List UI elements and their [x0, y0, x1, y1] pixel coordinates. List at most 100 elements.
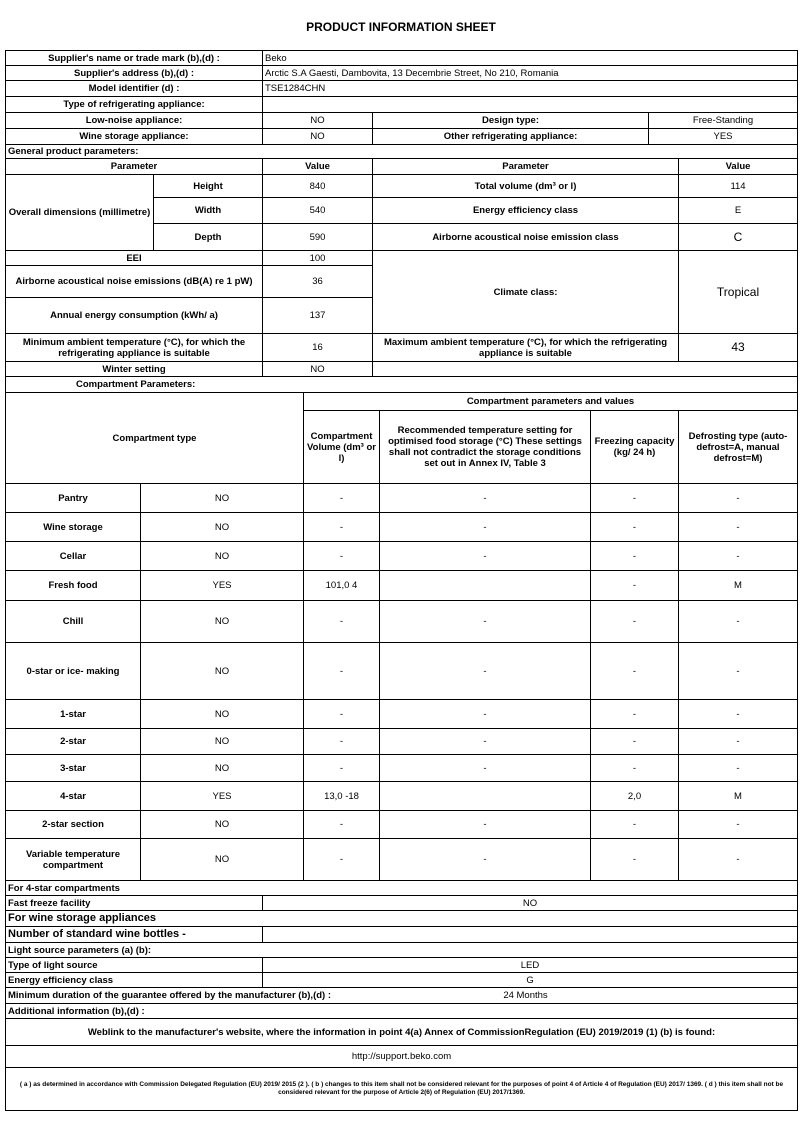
volume-header: Compartment Volume (dm³ or l)	[303, 410, 380, 484]
compartment-volume: -	[303, 754, 380, 782]
compartment-temperature: -	[379, 810, 591, 839]
light-class-value: G	[261, 972, 799, 988]
compartment-defrost-type: -	[678, 483, 798, 513]
compartment-freezing-capacity: -	[590, 728, 679, 755]
compartment-row: Fresh food YES 101,0 4 -M	[5, 570, 798, 601]
noise-class-value: C	[678, 223, 799, 251]
compartment-present: NO	[140, 838, 304, 881]
compartment-present: YES	[140, 570, 304, 601]
annual-energy-label: Annual energy consumption (kWh/ a)	[4, 297, 264, 334]
supplier-name-label: Supplier's name or trade mark (b),(d) :	[5, 50, 263, 66]
compartment-temperature: -	[379, 699, 591, 729]
compartment-defrost-type: -	[678, 642, 798, 700]
noise-emissions-value: 36	[262, 265, 374, 298]
compartment-present: YES	[140, 781, 304, 811]
max-ambient-label: Maximum ambient temperature (°C), for wh…	[372, 333, 680, 362]
low-noise-value: NO	[262, 112, 373, 129]
freezing-capacity-header: Freezing capacity (kg/ 24 h)	[590, 410, 679, 484]
supplier-name: Beko	[261, 50, 799, 66]
compartment-name: 1-star	[5, 699, 141, 729]
model-identifier: TSE1284CHN	[261, 80, 799, 97]
appliance-type-label: Type of refrigerating appliance:	[5, 96, 263, 113]
compartment-present: NO	[140, 541, 304, 571]
supplier-address-label: Supplier's address (b),(d) :	[5, 65, 263, 81]
compartment-defrost-type: M	[678, 570, 798, 601]
compartment-temperature: -	[379, 600, 591, 643]
compartment-volume: -	[303, 642, 380, 700]
value-header-right: Value	[678, 158, 799, 175]
compartment-freezing-capacity: -	[590, 512, 679, 542]
compartment-name: 4-star	[5, 781, 141, 811]
supplier-table: Supplier's name or trade mark (b),(d) :B…	[4, 50, 799, 159]
compartment-row: 2-star NO - - - -	[5, 728, 798, 755]
height-label: Height	[152, 174, 264, 198]
compartment-defrost-type: -	[678, 754, 798, 782]
temperature-header: Recommended temperature setting for opti…	[379, 410, 591, 484]
compartment-freezing-capacity: -	[590, 541, 679, 571]
min-ambient-label: Minimum ambient temperature (°C), for wh…	[4, 333, 264, 362]
compartment-freezing-capacity: -	[590, 754, 679, 782]
compartment-name: Wine storage	[5, 512, 141, 542]
defrosting-type-header: Defrosting type (auto-defrost=A, manual …	[678, 410, 798, 484]
light-type-label: Type of light source	[5, 957, 263, 973]
compartment-row: Cellar NO - - - -	[5, 541, 798, 571]
compartment-freezing-capacity: -	[590, 642, 679, 700]
compartment-volume: 13,0 -18	[303, 781, 380, 811]
energy-class-value: E	[678, 197, 799, 224]
weblink[interactable]: http://support.beko.com	[4, 1045, 799, 1068]
compartment-freezing-capacity: -	[590, 810, 679, 839]
bottles-label: Number of standard wine bottles -	[5, 926, 263, 943]
other-parameters-table: For 4-star compartments Fast freeze faci…	[4, 880, 799, 1111]
compartment-defrost-type: -	[678, 699, 798, 729]
compartment-name: 3-star	[5, 754, 141, 782]
compartment-present: NO	[140, 728, 304, 755]
compartment-present: NO	[140, 512, 304, 542]
parameter-header-right: Parameter	[372, 158, 680, 175]
compartment-temperature: -	[379, 541, 591, 571]
compartment-freezing-capacity: -	[590, 699, 679, 729]
value-header: Value	[262, 158, 374, 175]
winter-blank	[372, 361, 799, 377]
compartment-temperature: -	[379, 642, 591, 700]
compartment-defrost-type: -	[678, 512, 798, 542]
climate-class-label: Climate class:	[372, 250, 680, 334]
compartment-present: NO	[140, 600, 304, 643]
compartment-row: Wine storage NO - - - -	[5, 512, 798, 542]
compartment-present: NO	[140, 699, 304, 729]
width-label: Width	[152, 197, 264, 224]
compartment-volume: -	[303, 600, 380, 643]
wine-storage-value: NO	[262, 128, 373, 145]
compartment-freezing-capacity: 2,0	[590, 781, 679, 811]
compartment-present: NO	[140, 483, 304, 513]
depth-label: Depth	[152, 223, 264, 251]
compartment-defrost-type: -	[678, 728, 798, 755]
weblink-label: Weblink to the manufacturer's website, w…	[4, 1018, 799, 1046]
low-noise-label: Low-noise appliance:	[5, 112, 263, 129]
min-ambient-value: 16	[262, 333, 374, 362]
guarantee-row: Minimum duration of the guarantee offere…	[4, 987, 799, 1004]
noise-class-label: Airborne acoustical noise emission class	[372, 223, 680, 251]
compartment-present: NO	[140, 642, 304, 700]
compartment-row: 3-star NO - - - -	[5, 754, 798, 782]
light-type-value: LED	[261, 957, 799, 973]
compartment-temperature: -	[379, 483, 591, 513]
compartment-present: NO	[140, 754, 304, 782]
energy-class-label: Energy efficiency class	[372, 197, 680, 224]
general-parameters-table: Parameter Value Parameter Value Overall dim…	[4, 158, 799, 393]
page-title: PRODUCT INFORMATION SHEET	[306, 20, 496, 34]
compartment-name: Chill	[5, 600, 141, 643]
guarantee-label: Minimum duration of the guarantee offere…	[8, 990, 332, 1001]
guarantee-value: 24 Months	[503, 990, 548, 1001]
appliance-type-value	[261, 96, 799, 113]
max-ambient-value: 43	[678, 333, 799, 362]
compartment-freezing-capacity: -	[590, 600, 679, 643]
light-class-label: Energy efficiency class	[5, 972, 263, 988]
parameter-header: Parameter	[4, 158, 264, 175]
model-label: Model identifier (d) :	[5, 80, 263, 97]
compartment-defrost-type: -	[678, 541, 798, 571]
total-volume-value: 114	[678, 174, 799, 198]
noise-emissions-label: Airborne acoustical noise emissions (dB(…	[4, 265, 264, 298]
compartment-row: 2-star section NO - - - -	[5, 810, 798, 839]
compartment-volume: -	[303, 728, 380, 755]
wine-heading: For wine storage appliances	[4, 910, 799, 927]
